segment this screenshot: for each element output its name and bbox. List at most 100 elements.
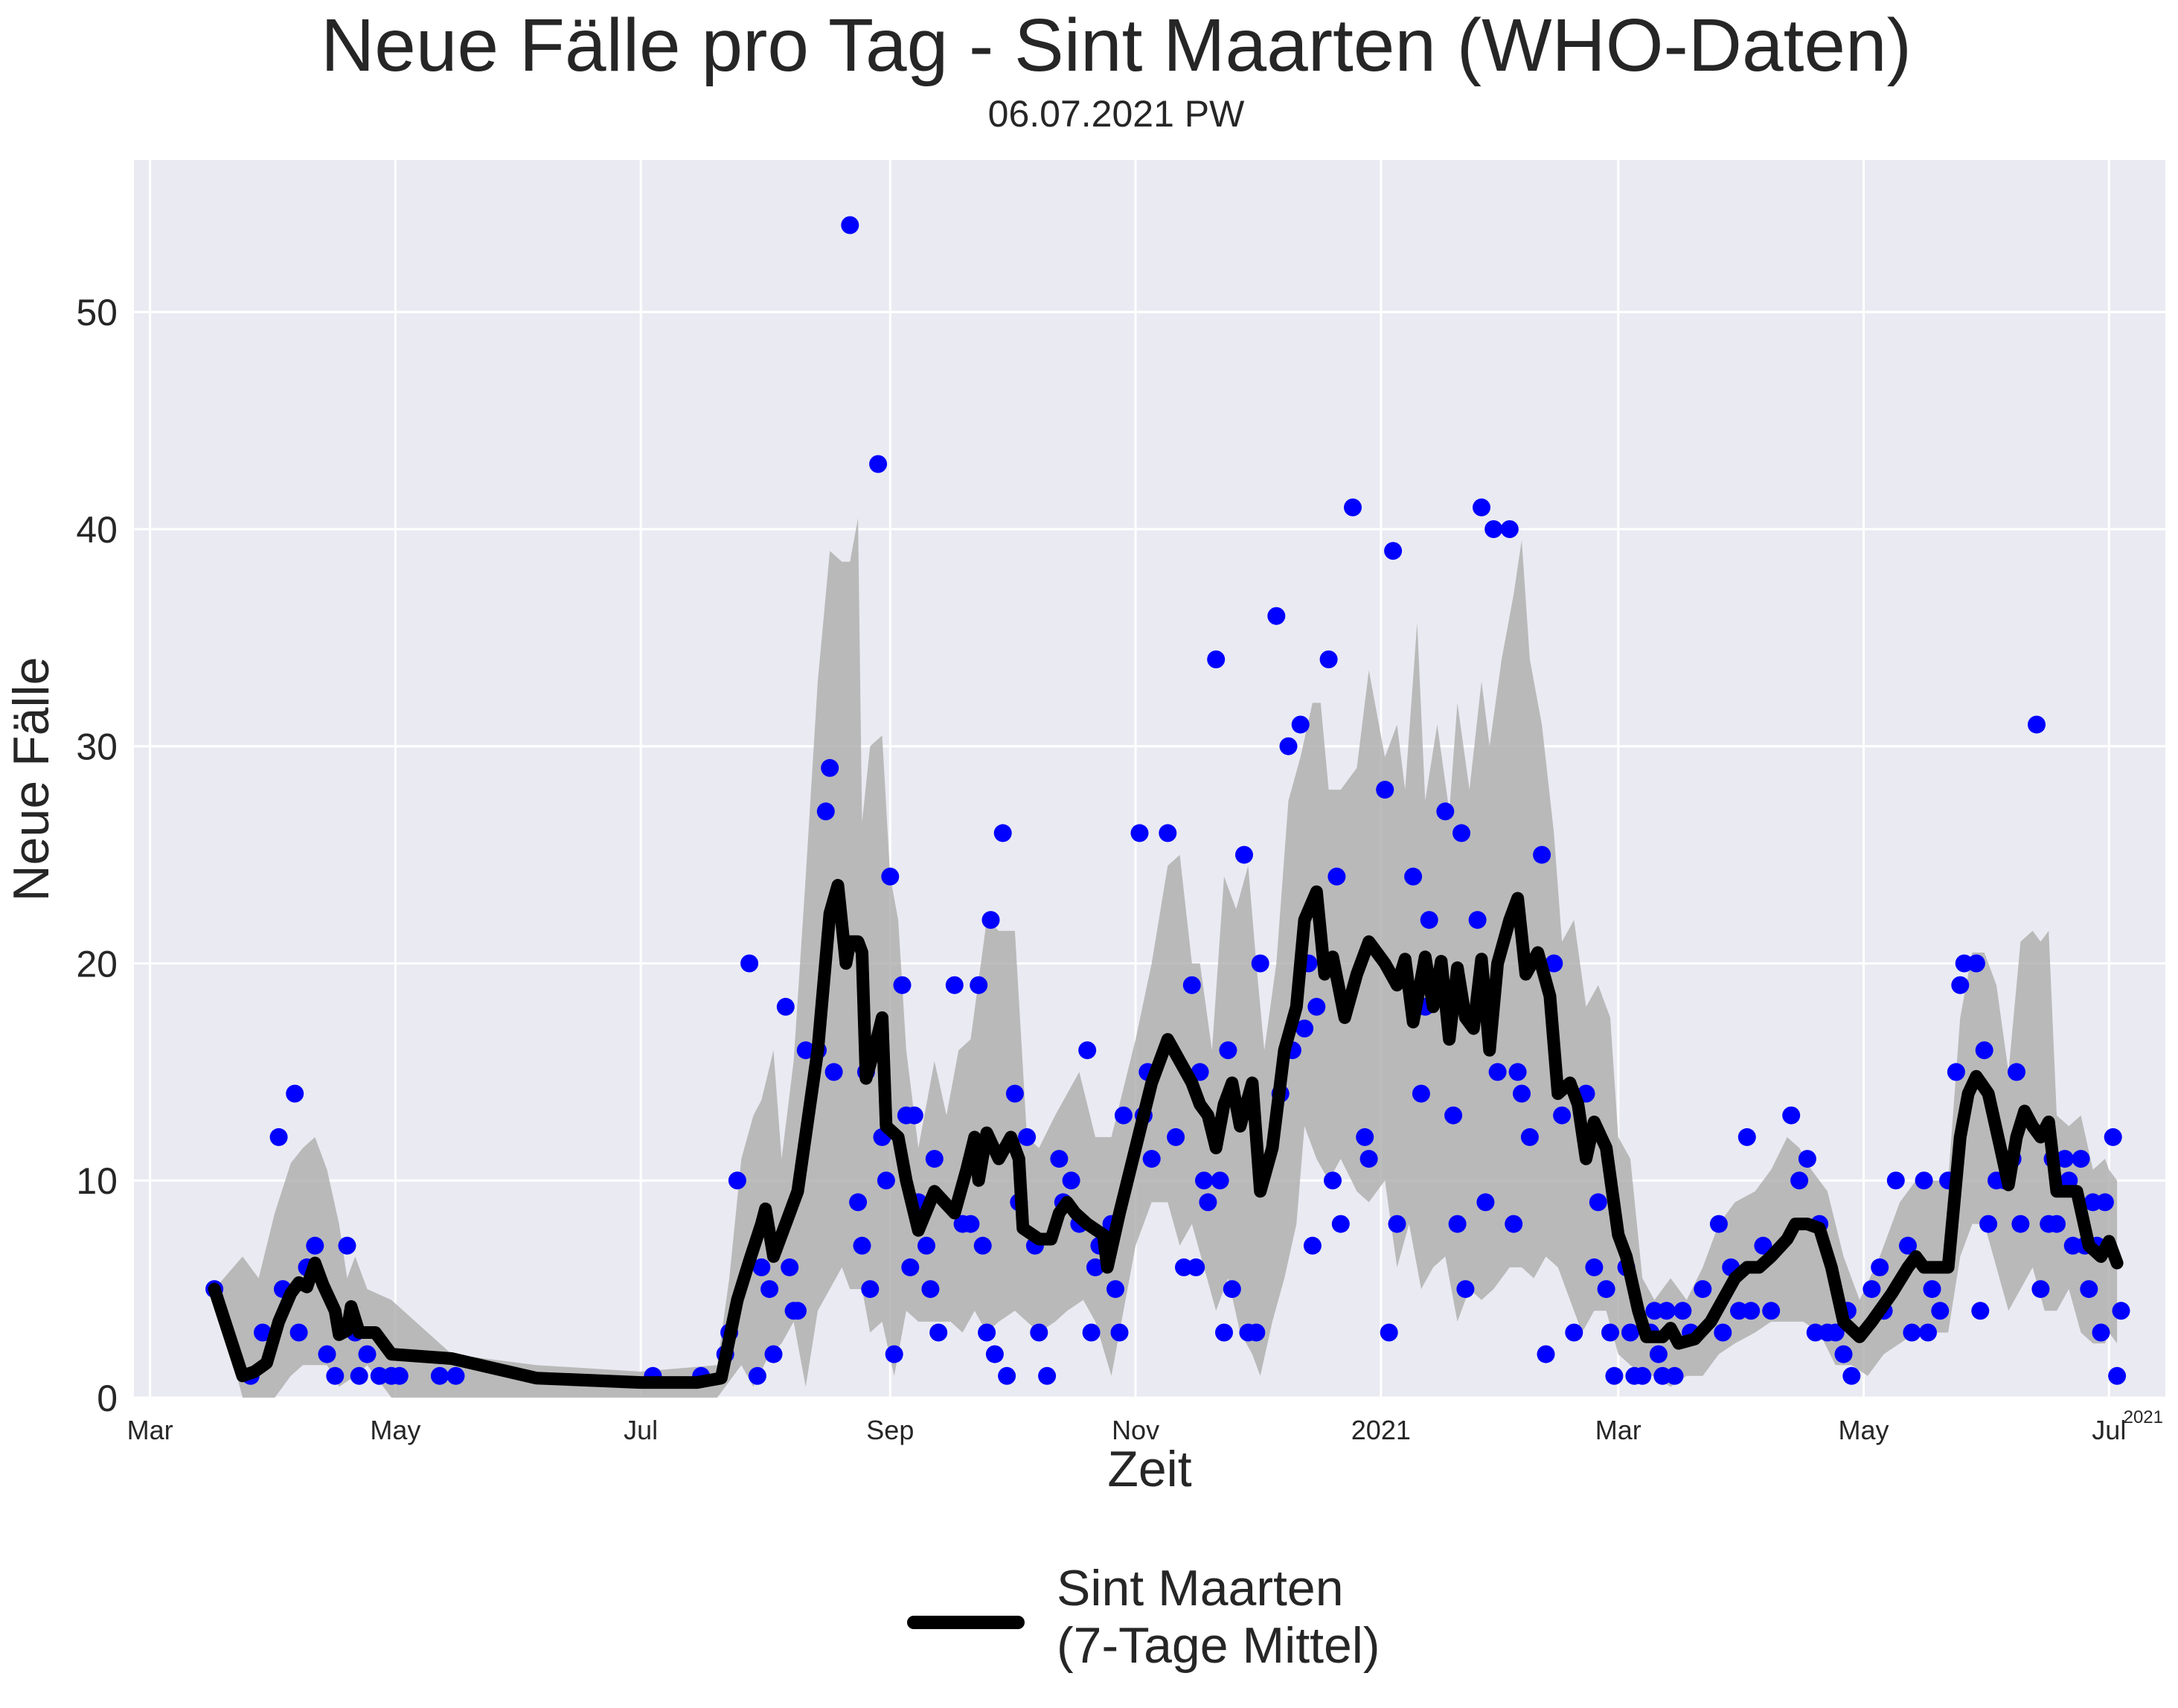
- case-point: [993, 824, 1012, 842]
- case-point: [1388, 1215, 1406, 1233]
- case-point: [318, 1345, 336, 1363]
- case-point: [1215, 1323, 1233, 1342]
- variance-band: [214, 518, 2118, 1398]
- case-point: [1947, 1063, 1965, 1081]
- case-point: [1295, 1020, 1314, 1037]
- case-point: [2028, 715, 2046, 734]
- case-point: [1790, 1171, 1809, 1190]
- case-point: [1505, 1215, 1523, 1233]
- case-point: [1762, 1302, 1781, 1320]
- data-points: [205, 216, 2130, 1385]
- case-point: [945, 976, 964, 994]
- case-point: [1167, 1128, 1185, 1146]
- y-tick-label: 0: [97, 1378, 118, 1419]
- case-point: [1565, 1323, 1583, 1342]
- case-point: [1195, 1171, 1213, 1190]
- case-point: [1673, 1302, 1692, 1320]
- case-point: [2092, 1323, 2110, 1342]
- y-tick-label: 30: [76, 726, 118, 768]
- x-tick-label: Sep: [866, 1415, 914, 1445]
- case-point: [1182, 976, 1201, 994]
- case-point: [2008, 1063, 2025, 1081]
- case-point: [1871, 1258, 1889, 1276]
- case-point: [1030, 1323, 1048, 1342]
- case-point: [2011, 1215, 2030, 1233]
- case-point: [1420, 911, 1438, 930]
- case-point: [1219, 1041, 1237, 1060]
- case-point: [1967, 954, 1985, 973]
- case-point: [973, 1236, 992, 1255]
- case-point: [254, 1323, 272, 1342]
- case-point: [1235, 845, 1253, 864]
- case-point: [1356, 1128, 1374, 1146]
- case-point: [1886, 1171, 1905, 1190]
- case-point: [1251, 954, 1269, 973]
- case-point: [1742, 1302, 1761, 1320]
- case-point: [1247, 1323, 1266, 1342]
- case-point: [1106, 1280, 1124, 1299]
- x-axis-offset-label: 2021: [2124, 1407, 2163, 1427]
- case-point: [1834, 1345, 1853, 1363]
- case-point: [1737, 1128, 1756, 1146]
- case-point: [752, 1258, 771, 1276]
- case-point: [306, 1236, 324, 1255]
- case-point: [1553, 1106, 1572, 1125]
- case-point: [289, 1323, 308, 1342]
- case-point: [286, 1084, 304, 1103]
- case-point: [1187, 1258, 1205, 1276]
- case-point: [269, 1128, 288, 1146]
- y-tick-label: 40: [76, 509, 118, 551]
- y-axis-label: Neue Fälle: [3, 657, 60, 902]
- plot-background: [134, 160, 2165, 1398]
- case-point: [921, 1280, 940, 1299]
- x-tick-label: Jul: [624, 1415, 658, 1445]
- case-point: [824, 1063, 843, 1081]
- case-point: [849, 1193, 868, 1212]
- case-point: [2080, 1280, 2098, 1299]
- case-point: [905, 1106, 923, 1125]
- case-point: [1665, 1366, 1684, 1385]
- case-point: [760, 1280, 779, 1299]
- case-point: [1380, 1323, 1398, 1342]
- case-point: [1714, 1323, 1732, 1342]
- case-point: [1267, 607, 1286, 625]
- case-point: [1903, 1323, 1921, 1342]
- case-point: [985, 1345, 1004, 1363]
- case-point: [1468, 911, 1487, 930]
- case-point: [1307, 997, 1326, 1016]
- case-point: [961, 1215, 980, 1233]
- case-point: [929, 1323, 948, 1342]
- case-point: [1114, 1106, 1133, 1125]
- case-point: [1142, 1150, 1161, 1168]
- x-tick-label: Mar: [1595, 1415, 1641, 1445]
- case-point: [390, 1366, 409, 1385]
- case-point: [2060, 1171, 2078, 1190]
- case-point: [1078, 1041, 1097, 1060]
- case-point: [1975, 1041, 1993, 1060]
- case-point: [1971, 1302, 1990, 1320]
- case-point: [764, 1345, 783, 1363]
- case-point: [869, 455, 888, 473]
- case-point: [1915, 1171, 1933, 1190]
- legend-label: Sint Maarten (7-Tage Mittel): [1057, 1560, 1380, 1674]
- case-point: [1862, 1280, 1881, 1299]
- case-point: [1951, 976, 1970, 994]
- chart-subtitle: 06.07.2021 PW: [988, 93, 1245, 135]
- case-point: [978, 1323, 996, 1342]
- case-point: [1279, 737, 1298, 755]
- case-point: [789, 1302, 807, 1320]
- case-point: [1473, 498, 1490, 516]
- case-point: [1533, 845, 1551, 864]
- case-point: [1456, 1280, 1475, 1299]
- chart-title: Neue Fälle pro Tag - Sint Maarten (WHO-D…: [321, 4, 1912, 87]
- case-point: [1211, 1171, 1229, 1190]
- case-point: [1694, 1280, 1712, 1299]
- x-tick-label: Nov: [1112, 1415, 1159, 1445]
- case-point: [970, 976, 988, 994]
- case-point: [1331, 1215, 1350, 1233]
- case-point: [740, 954, 759, 973]
- case-point: [881, 867, 900, 886]
- case-point: [1545, 954, 1563, 973]
- case-point: [1488, 1063, 1507, 1081]
